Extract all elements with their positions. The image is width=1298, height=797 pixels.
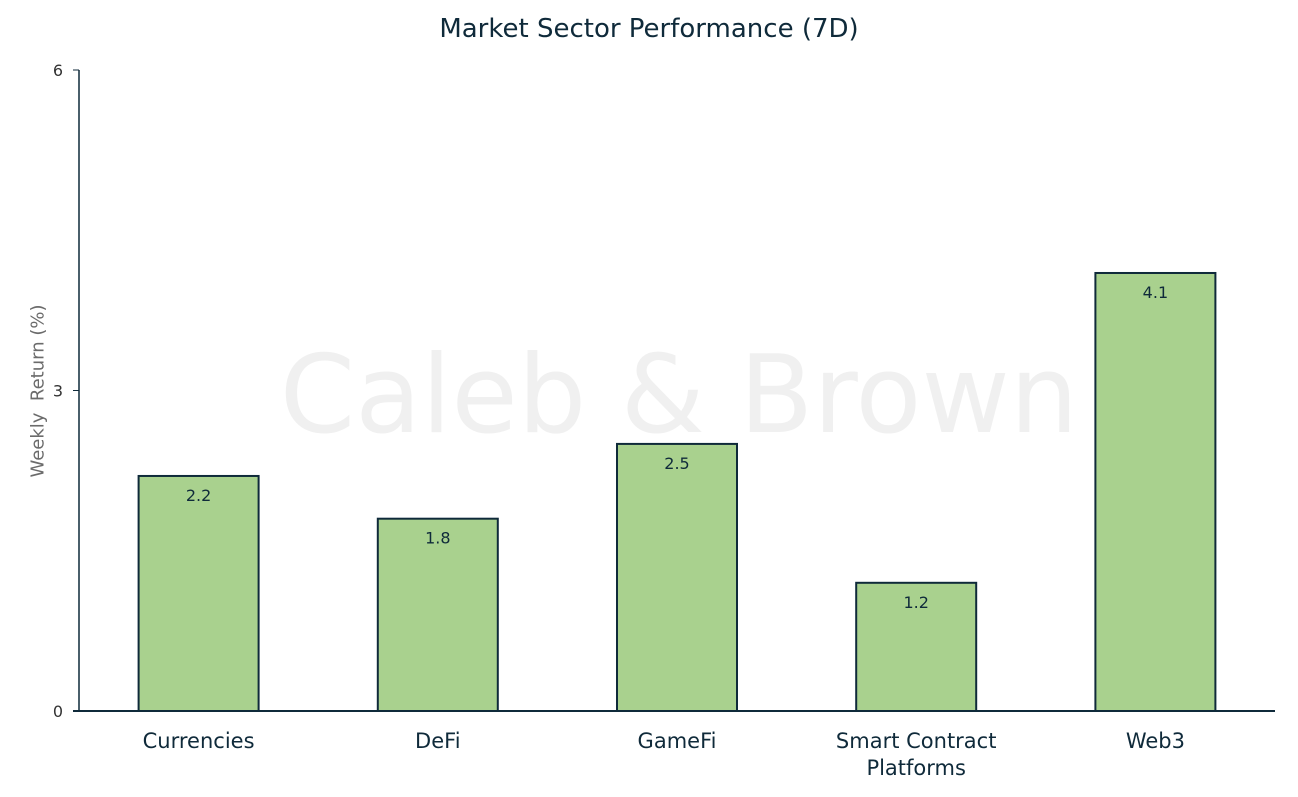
x-tick-label: DeFi [415,729,460,753]
x-tick-label-line: DeFi [415,729,460,753]
data-label: 1.8 [425,529,450,548]
data-label: 2.2 [186,486,211,505]
y-tick-label: 3 [53,382,63,401]
x-tick-label: Currencies [143,729,255,753]
x-tick-label: Smart Contract Platforms [836,729,997,780]
bar [616,442,738,712]
x-tick-label: GameFi [638,729,717,753]
y-tick-label: 0 [53,702,63,721]
bar [376,517,499,713]
x-tick-label-line: GameFi [638,729,717,753]
y-tick-label: 6 [53,61,63,80]
bar [137,474,260,713]
bar [855,581,978,712]
x-tick-label-line: Platforms [866,756,966,780]
chart-title: Market Sector Performance (7D) [439,14,859,44]
data-label: 2.5 [664,454,689,473]
y-axis-title: Weekly Return (%) [27,304,49,478]
x-tick-label: Web3 [1126,729,1185,753]
data-label: 4.1 [1143,283,1168,302]
bar [1094,271,1217,712]
x-tick-label-line: Currencies [143,729,255,753]
x-tick-label-line: Smart Contract [836,729,997,753]
x-tick-label-line: Web3 [1126,729,1185,753]
watermark-logo: Caleb & Brown [280,333,1078,458]
data-label: 1.2 [903,593,928,612]
